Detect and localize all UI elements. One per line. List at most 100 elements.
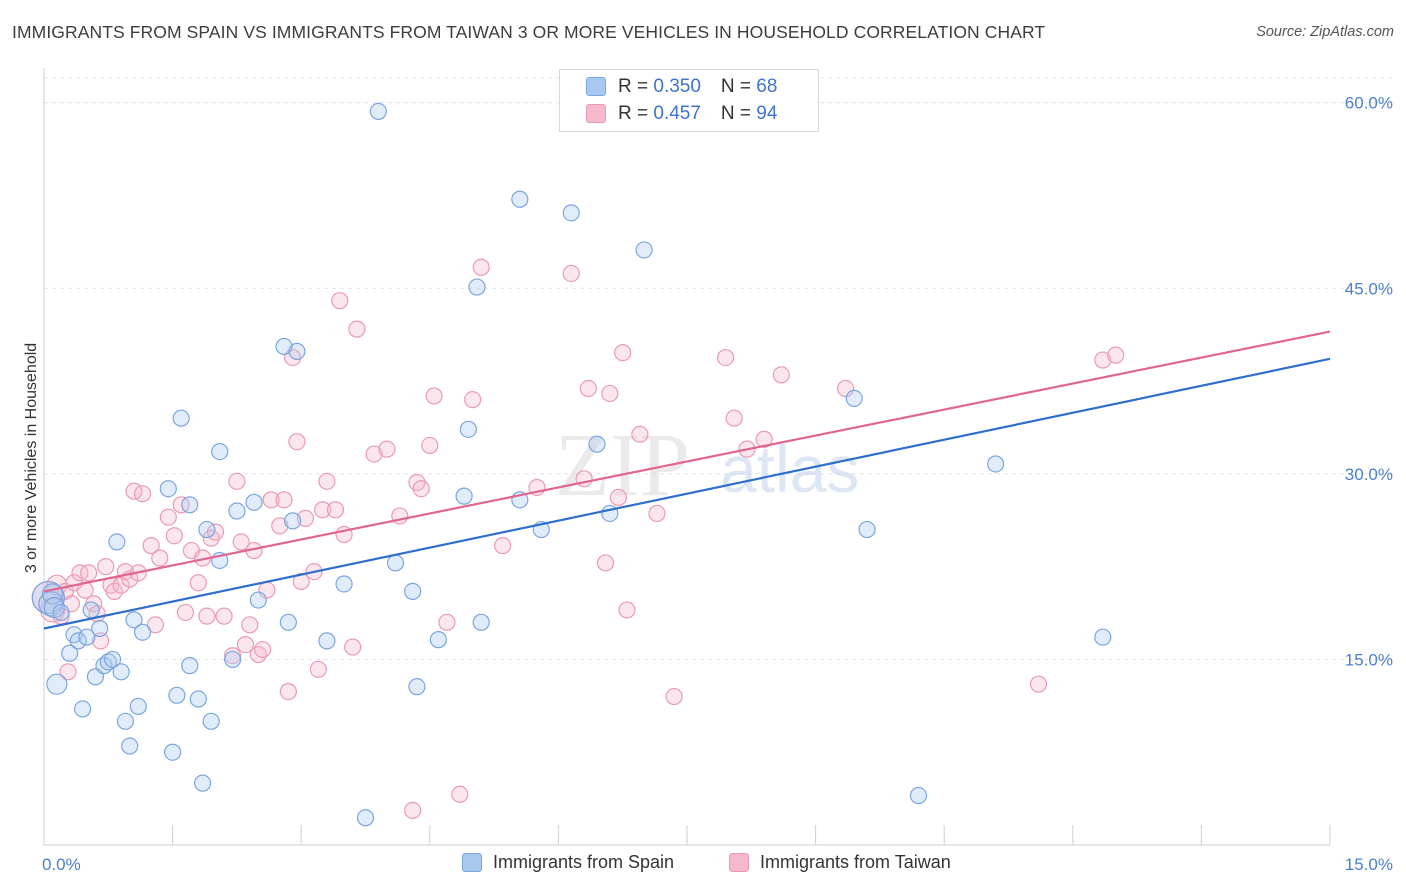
spain-point [194,774,212,792]
taiwan-point [601,384,619,403]
taiwan-point [232,533,250,551]
spain-point [429,631,447,649]
spain-point [73,700,92,718]
taiwan-point [224,647,242,665]
taiwan-trend-line [43,330,1331,593]
taiwan-point [59,663,77,681]
spain-point [116,712,135,730]
spain-point [404,582,422,600]
spain-point [211,443,229,461]
taiwan-point [105,582,123,600]
grid-lines [44,77,1395,660]
taiwan-point [438,613,456,631]
y-tick-label: 45.0% [1345,279,1393,298]
r-value: 0.350 [653,76,701,97]
spain-point [168,686,186,704]
taiwan-point [404,801,422,819]
taiwan-point [228,472,246,490]
spain-point [284,512,302,530]
taiwan-point [1107,346,1125,364]
spain-point [181,657,199,675]
spain-point [1094,628,1112,646]
taiwan-point [326,501,345,519]
taiwan-point [112,576,130,594]
spain-point [249,591,267,609]
spain-point [279,613,297,631]
taiwan-point [648,504,666,523]
taiwan-point [614,344,632,362]
spain-point [588,435,606,453]
r-label: R = [618,103,654,124]
taiwan-point [378,440,396,458]
spain-point [69,632,87,650]
spain-point [356,809,375,827]
spain-point [61,644,79,662]
bottom-legend-swatch-taiwan [729,853,749,872]
taiwan-point [159,508,177,526]
tick-labels: 15.0% 30.0% 45.0% 60.0% 0.0% 15.0% [42,94,1393,874]
taiwan-point [279,682,297,701]
taiwan-point [133,485,152,503]
taiwan-point [151,549,169,567]
spain-point [82,601,100,619]
taiwan-point [309,660,327,678]
legend-stats-spain: R = 0.350 N = 68 [618,76,777,98]
taiwan-point [716,348,735,367]
spain-point [245,493,263,511]
taiwan-point [1029,675,1048,693]
bottom-legend-label-taiwan: Immigrants from Taiwan [760,852,951,872]
r-value: 0.457 [653,103,701,124]
taiwan-point [772,366,790,384]
spain-point [189,690,207,708]
taiwan-point [236,635,255,654]
spain-point [562,204,580,222]
legend-swatch-taiwan [586,104,606,123]
legend-stats-taiwan: R = 0.457 N = 94 [618,103,777,125]
taiwan-point [596,554,615,572]
spain-point [198,520,216,539]
spain-points [31,102,1112,827]
x-tick-label: 0.0% [42,855,81,874]
spain-point [858,520,876,539]
spain-point [468,278,486,296]
watermark: ZIP atlas [555,416,859,515]
spain-point [472,613,490,631]
taiwan-point [296,509,315,528]
taiwan-point [451,785,469,803]
taiwan-point [241,616,259,634]
spain-point [635,241,653,259]
taiwan-point [421,436,439,455]
spain-point [224,650,242,669]
taiwan-point [464,391,482,409]
spain-point [318,632,336,650]
spain-point [164,743,182,761]
taiwan-point [725,409,743,427]
taiwan-point [91,632,110,650]
spain-point [459,420,477,438]
n-label: N = [720,76,757,97]
taiwan-point [262,491,280,509]
taiwan-point [1094,351,1112,369]
taiwan-point [288,433,306,451]
spain-point [455,487,473,505]
source-label: Source: ZipAtlas.com [1256,24,1394,40]
spain-point [511,190,529,208]
trend-lines [43,330,1331,630]
taiwan-point [618,601,636,619]
watermark-atlas: atlas [720,432,859,506]
spain-point [133,623,152,641]
taiwan-point [494,537,512,555]
axes [43,68,1331,846]
r-label: R = [618,76,654,97]
spain-point [909,786,928,805]
spain-point [121,737,139,755]
taiwan-point [79,564,98,582]
n-label: N = [720,103,757,124]
bottom-legend-swatch-spain [462,853,482,872]
legend-swatch-spain [586,77,606,96]
spain-point [228,502,246,520]
taiwan-point [318,472,336,490]
taiwan-point [254,640,272,659]
stats-legend: R = 0.350 N = 68 R = 0.457 N = 94 [559,69,819,132]
